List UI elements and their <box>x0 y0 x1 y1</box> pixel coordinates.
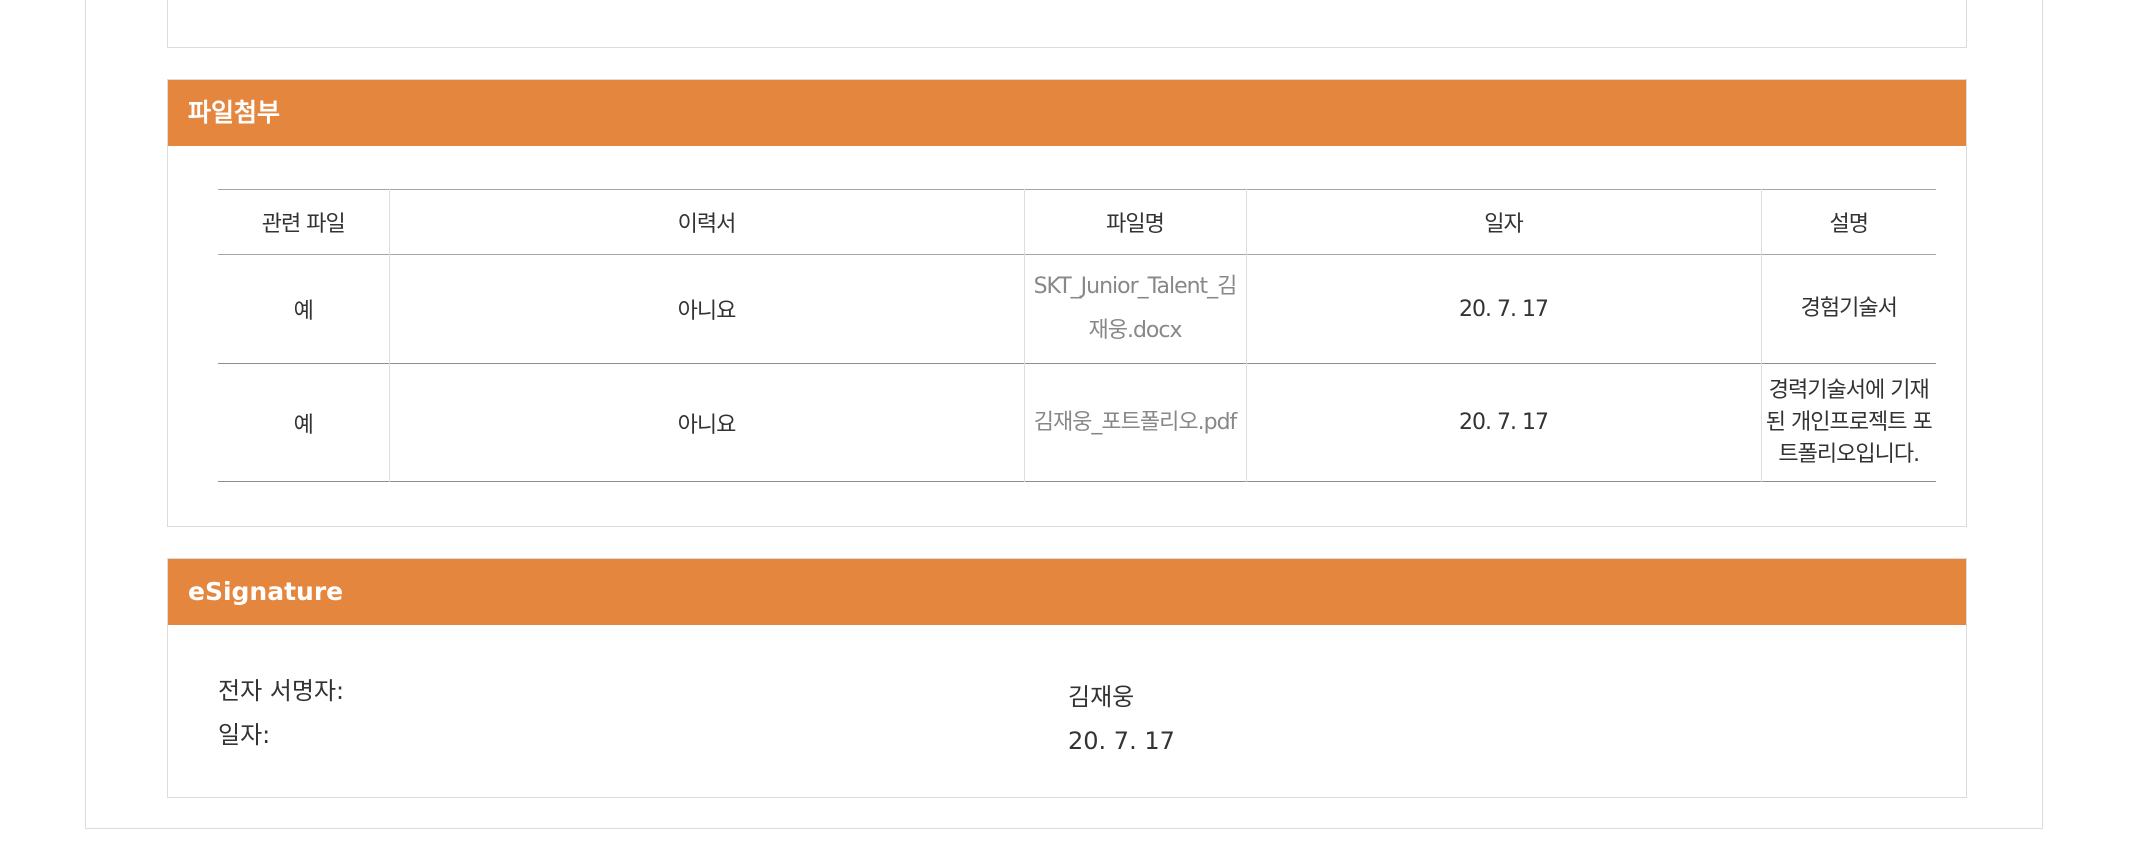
signer-value: 김재웅 <box>1068 683 1135 711</box>
table-row: 예 아니요 김재웅_포트폴리오.pdf 20. 7. 17 경력기술서에 기재된… <box>218 363 1936 482</box>
esignature-header: eSignature <box>168 559 1966 625</box>
cell-resume: 아니요 <box>388 363 1024 482</box>
table-row: 예 아니요 SKT_Junior_Talent_김재웅.docx 20. 7. … <box>218 254 1936 364</box>
cell-description: 경력기술서에 기재된 개인프로젝트 포트폴리오입니다. <box>1760 363 1936 482</box>
attachments-table: 관련 파일 이력서 파일명 일자 설명 예 아니요 SKT_Junior_Tal… <box>218 189 1936 482</box>
date-value: 20. 7. 17 <box>1068 727 1175 755</box>
file-link[interactable]: 김재웅_포트폴리오.pdf <box>1023 363 1246 482</box>
cell-related-file: 예 <box>293 299 314 324</box>
file-attachment-header: 파일첨부 <box>168 80 1966 146</box>
column-header-description: 설명 <box>1760 189 1936 255</box>
cell-related-file: 예 <box>293 412 314 438</box>
signer-label: 전자 서명자: <box>218 677 345 705</box>
file-link[interactable]: SKT_Junior_Talent_김재웅.docx <box>1023 254 1246 364</box>
date-label: 일자: <box>218 721 271 749</box>
previous-section-panel <box>167 0 1967 48</box>
file-attachment-section: 파일첨부 관련 파일 이력서 파일명 일자 설명 예 아니요 SKT_Junio… <box>167 79 1967 527</box>
signature-labels: 전자 서명자: 일자: <box>218 669 344 757</box>
column-header-related-file: 관련 파일 <box>261 212 346 237</box>
column-header-date: 일자 <box>1245 189 1761 255</box>
cell-date: 20. 7. 17 <box>1245 254 1761 364</box>
column-header-resume: 이력서 <box>388 189 1024 255</box>
cell-description: 경험기술서 <box>1760 254 1936 364</box>
signature-values: 김재웅 20. 7. 17 <box>1068 675 1175 763</box>
esignature-section: eSignature 전자 서명자: 일자: 김재웅 20. 7. 17 <box>167 558 1967 798</box>
cell-resume: 아니요 <box>388 254 1024 364</box>
table-header-row: 관련 파일 이력서 파일명 일자 설명 <box>218 189 1936 255</box>
cell-date: 20. 7. 17 <box>1245 363 1761 482</box>
column-header-filename: 파일명 <box>1023 189 1246 255</box>
